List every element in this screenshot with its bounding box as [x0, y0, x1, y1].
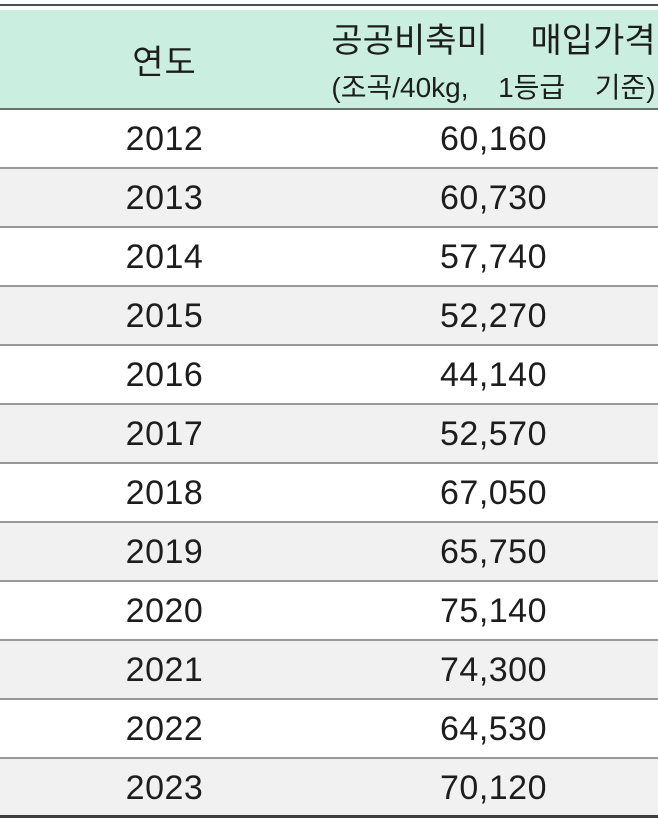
price-cell: 60,730 — [440, 179, 547, 217]
table-row: 2020 75,140 — [0, 582, 658, 641]
price-cell: 60,160 — [440, 120, 547, 158]
rice-price-table: 연도 공공비축미 매입가격 (조곡/40kg, 1등급 기준) 2012 60,… — [0, 10, 658, 818]
table-row: 2013 60,730 — [0, 169, 658, 228]
price-cell: 74,300 — [440, 651, 547, 689]
table-row: 2014 57,740 — [0, 228, 658, 287]
price-cell: 70,120 — [440, 768, 547, 807]
header-price-sublabel: (조곡/40kg, 1등급 기준) — [331, 71, 656, 103]
table-row: 2015 52,270 — [0, 287, 658, 346]
header-price: 공공비축미 매입가격 (조곡/40kg, 1등급 기준) — [329, 13, 658, 106]
table-row: 2022 64,530 — [0, 700, 658, 759]
price-cell: 52,570 — [440, 415, 547, 453]
year-cell: 2023 — [125, 768, 204, 807]
year-cell: 2017 — [125, 415, 204, 453]
table-top-rule — [0, 4, 658, 6]
year-cell: 2013 — [125, 179, 204, 217]
year-cell: 2020 — [125, 592, 204, 630]
year-cell: 2012 — [125, 120, 204, 158]
table-row: 2023 70,120 — [0, 759, 658, 818]
year-cell: 2014 — [125, 238, 204, 276]
year-cell: 2021 — [125, 651, 204, 689]
table-row: 2012 60,160 — [0, 110, 658, 169]
table-row: 2016 44,140 — [0, 346, 658, 405]
price-cell: 57,740 — [440, 238, 547, 276]
price-cell: 75,140 — [440, 592, 547, 630]
table-header-row: 연도 공공비축미 매입가격 (조곡/40kg, 1등급 기준) — [0, 10, 658, 110]
price-cell: 65,750 — [440, 533, 547, 571]
year-cell: 2016 — [125, 356, 204, 394]
table-row: 2017 52,570 — [0, 405, 658, 464]
price-cell: 67,050 — [440, 474, 547, 512]
header-year: 연도 — [132, 43, 197, 82]
table-row: 2018 67,050 — [0, 464, 658, 523]
header-price-label: 공공비축미 매입가격 — [331, 21, 656, 60]
year-cell: 2015 — [125, 297, 204, 335]
price-cell: 44,140 — [440, 356, 547, 394]
table-row: 2021 74,300 — [0, 641, 658, 700]
year-cell: 2019 — [125, 533, 204, 571]
price-cell: 64,530 — [440, 710, 547, 748]
price-cell: 52,270 — [440, 297, 547, 335]
year-cell: 2022 — [125, 710, 204, 748]
table-row: 2019 65,750 — [0, 523, 658, 582]
year-cell: 2018 — [125, 474, 204, 512]
